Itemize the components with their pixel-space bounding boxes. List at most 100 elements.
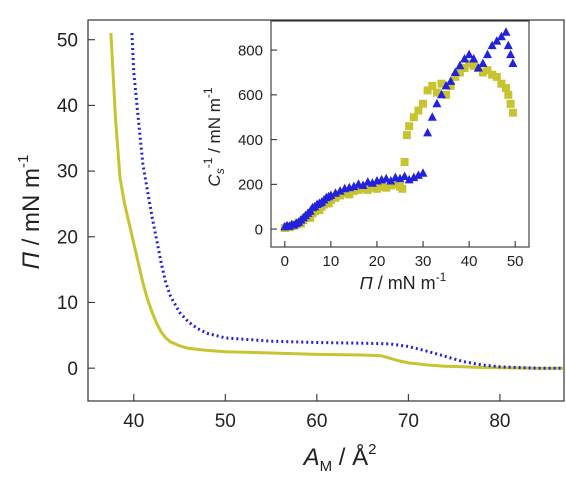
main-y-axis-label: Π / mN m-1 <box>15 155 45 270</box>
inset-x-axis-symbol: Π <box>360 273 374 293</box>
inset-point-triangle <box>437 89 446 99</box>
main-plot-frame <box>87 19 565 402</box>
main-x-axis-symbol: A <box>302 444 320 471</box>
inset-point-square <box>446 81 455 90</box>
inset-point-square <box>504 90 513 99</box>
main-series-solid-line <box>109 33 564 370</box>
inset-y-axis-unit-superscript: -1 <box>201 87 215 98</box>
inset-point-square <box>428 81 437 90</box>
inset-point-triangle <box>432 98 442 108</box>
inset-point-triangle <box>381 173 391 183</box>
inset-x-axis-unit: / mN m <box>373 273 436 293</box>
main-y-axis-superscript: -1 <box>15 155 32 168</box>
inset-point-square <box>336 191 345 200</box>
main-y-tick-label: 0 <box>67 359 78 380</box>
main-y-axis-unit: / mN m <box>18 168 45 252</box>
inset-point-triangle <box>508 58 518 67</box>
inset-y-axis-superscript: -1 <box>201 157 215 168</box>
inset-y-tick-label: 400 <box>238 132 263 149</box>
inset-x-tick-label: 10 <box>323 253 340 270</box>
inset-point-triangle <box>335 186 345 195</box>
inset-point-triangle <box>503 40 513 50</box>
inset-point-triangle <box>478 58 488 67</box>
inset-y-tick-label: 800 <box>238 42 263 59</box>
inset-plot-frame <box>270 20 530 248</box>
main-x-tick-label: 70 <box>398 411 419 432</box>
inset-point-square <box>391 180 400 189</box>
inset-x-tick-label: 0 <box>281 253 289 270</box>
main-x-axis-unit: / Å <box>332 443 368 471</box>
main-x-tick-label: 60 <box>306 411 327 432</box>
inset-point-square <box>508 108 517 117</box>
inset-series-triangle-markers <box>280 27 518 231</box>
inset-point-triangle <box>464 49 474 59</box>
inset-x-axis-superscript: -1 <box>436 270 447 284</box>
inset-point-square <box>331 193 340 202</box>
main-y-axis-symbol: Π <box>18 251 45 269</box>
main-y-tick-label: 50 <box>57 30 78 51</box>
inset-point-square <box>402 131 411 140</box>
inset-point-square <box>423 86 432 95</box>
inset-point-triangle <box>413 170 423 179</box>
inset-point-square <box>432 88 441 97</box>
main-x-axis-label: AM / Å2 <box>302 441 377 475</box>
inset-point-square <box>377 182 386 191</box>
inset-x-ticks: 0 10 20 30 40 50 <box>281 241 524 270</box>
main-series-dotted-line <box>130 33 564 370</box>
inset-point-square <box>497 79 506 88</box>
inset-point-square <box>451 72 460 81</box>
main-x-axis-superscript: 2 <box>368 441 376 458</box>
inset-y-axis-subscript: s <box>213 168 227 174</box>
inset-point-square <box>386 181 395 190</box>
inset-point-triangle <box>469 54 479 63</box>
inset-point-square <box>469 61 478 70</box>
main-x-tick-label: 40 <box>123 411 144 432</box>
inset-point-triangle <box>501 27 511 36</box>
inset-point-triangle <box>496 31 506 41</box>
inset-point-square <box>354 185 363 194</box>
inset-y-axis-label: Cs-1 / mN m-1 <box>201 87 227 186</box>
inset-point-square <box>437 79 446 88</box>
inset-y-axis-unit: / mN m <box>205 98 224 158</box>
inset-point-triangle <box>446 76 456 85</box>
inset-point-square <box>502 84 510 93</box>
inset-y-axis-symbol: C <box>205 174 224 187</box>
inset-point-square <box>478 68 487 77</box>
inset-point-square <box>363 185 372 194</box>
inset-point-square <box>349 187 358 196</box>
inset-point-square <box>483 66 492 75</box>
main-x-axis-subscript: M <box>320 458 333 475</box>
inset-point-square <box>419 99 427 108</box>
inset-point-triangle <box>423 127 433 137</box>
main-y-ticks: 0 10 20 30 40 50 <box>57 30 95 380</box>
main-y-tick-label: 10 <box>57 293 78 314</box>
inset-point-square <box>405 122 414 131</box>
inset-point-square <box>442 90 451 99</box>
inset-point-triangle <box>358 180 368 189</box>
inset-point-triangle <box>441 80 451 90</box>
inset-point-square <box>409 113 418 122</box>
inset-point-triangle <box>326 190 336 199</box>
inset-y-tick-label: 0 <box>255 221 263 238</box>
inset-point-square <box>373 184 381 193</box>
inset-point-triangle <box>404 174 414 184</box>
inset-point-triangle <box>460 54 469 63</box>
inset-point-triangle <box>418 168 428 177</box>
inset-x-tick-label: 40 <box>461 253 478 270</box>
inset-point-square <box>506 99 515 108</box>
inset-point-square <box>492 72 501 81</box>
inset-point-square <box>345 190 354 199</box>
main-y-tick-label: 40 <box>57 96 78 117</box>
inset-point-triangle <box>331 188 340 197</box>
inset-x-axis-label: Π / mN m-1 <box>360 270 447 293</box>
inset-point-square <box>340 189 349 198</box>
main-x-tick-label: 50 <box>215 411 236 432</box>
inset-point-triangle <box>427 112 437 121</box>
inset-point-square <box>465 59 474 68</box>
inset-point-triangle <box>487 40 497 50</box>
inset-point-square <box>400 158 409 166</box>
main-x-tick-label: 80 <box>489 411 510 432</box>
